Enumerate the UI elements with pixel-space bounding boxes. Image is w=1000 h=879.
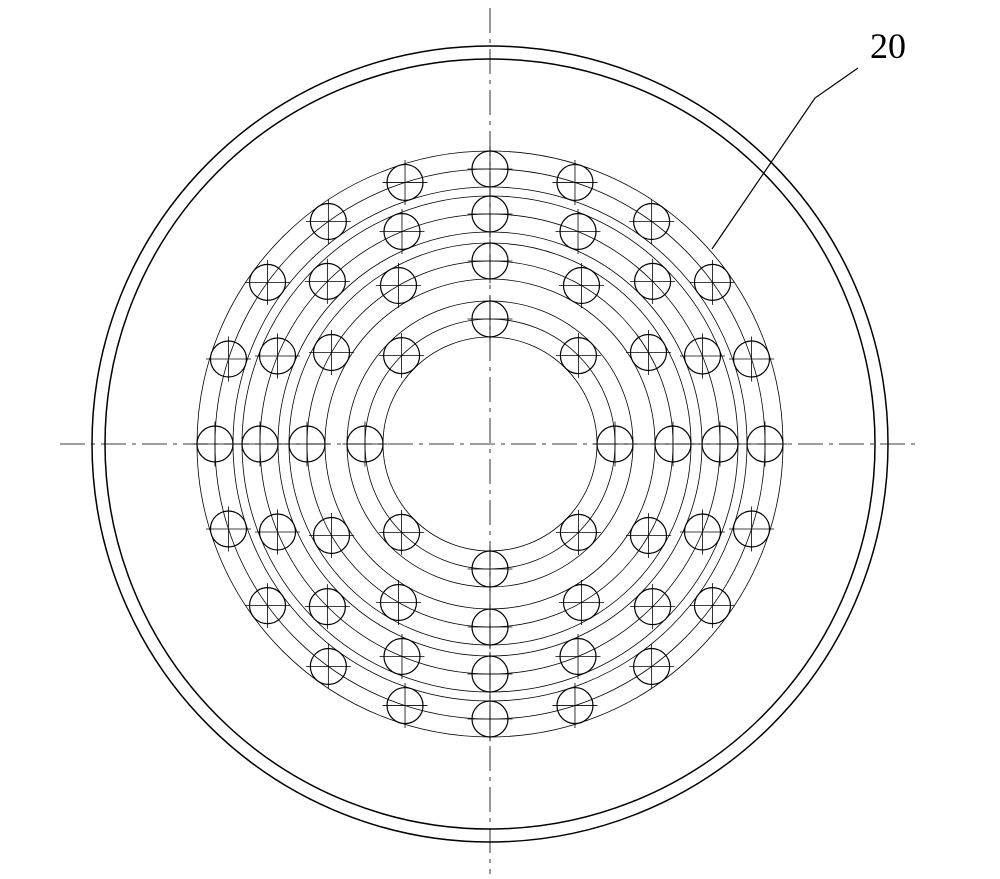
callout-leader: 20 (712, 26, 906, 249)
centerline-axes (60, 8, 920, 874)
engineering-diagram: 20 (0, 0, 1000, 879)
callout-label: 20 (870, 26, 906, 66)
